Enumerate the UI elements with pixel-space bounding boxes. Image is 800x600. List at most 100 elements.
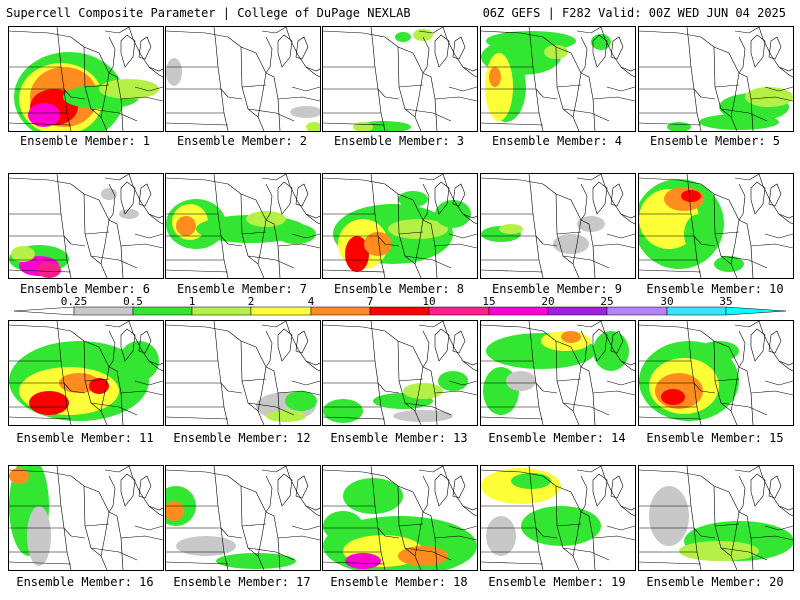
boundary-line bbox=[261, 27, 287, 34]
boundary-line bbox=[120, 537, 124, 570]
scp-contour-region bbox=[699, 114, 779, 130]
boundary-line bbox=[104, 174, 130, 181]
boundary-line bbox=[713, 46, 732, 118]
boundary-line bbox=[418, 174, 444, 181]
state-boundaries bbox=[481, 27, 635, 131]
boundary-line bbox=[778, 505, 793, 511]
boundary-line bbox=[9, 527, 72, 537]
boundary-line bbox=[108, 183, 116, 221]
boundary-line bbox=[713, 193, 732, 265]
boundary-line bbox=[295, 36, 309, 60]
boundary-line bbox=[462, 213, 477, 219]
boundary-line bbox=[422, 330, 430, 368]
boundary-line bbox=[750, 34, 766, 68]
boundary-line bbox=[323, 88, 386, 98]
scp-field-map bbox=[9, 27, 163, 131]
state-boundaries bbox=[639, 466, 793, 570]
boundary-line bbox=[448, 525, 477, 531]
boundary-line bbox=[700, 96, 716, 100]
scp-field-map bbox=[166, 174, 320, 278]
boundary-line bbox=[481, 416, 544, 420]
boundary-line bbox=[247, 402, 295, 416]
boundary-line bbox=[277, 473, 293, 507]
ensemble-member-label: Ensemble Member: 14 bbox=[488, 431, 626, 445]
ensemble-member-map-8 bbox=[322, 173, 478, 279]
boundary-line bbox=[323, 30, 386, 38]
scp-contour-region bbox=[119, 341, 159, 381]
boundary-line bbox=[323, 527, 386, 537]
boundary-line bbox=[305, 213, 320, 219]
boundary-line bbox=[120, 96, 163, 102]
legend-color-bin bbox=[488, 306, 549, 316]
boundary-line bbox=[84, 378, 110, 382]
scp-contour-region bbox=[345, 236, 369, 272]
ensemble-member-label: Ensemble Member: 8 bbox=[333, 282, 465, 296]
map-title: Supercell Composite Parameter | College … bbox=[6, 6, 411, 20]
boundary-line bbox=[227, 390, 243, 394]
ensemble-member-label: Ensemble Member: 19 bbox=[488, 575, 626, 589]
state-boundaries bbox=[323, 321, 477, 425]
legend-tick-label: 30 bbox=[660, 296, 673, 308]
boundary-line bbox=[265, 219, 279, 247]
boundary-line bbox=[764, 380, 793, 386]
legend-tick-label: 0.5 bbox=[123, 296, 143, 308]
state-boundaries bbox=[9, 321, 163, 425]
boundary-line bbox=[758, 174, 793, 225]
boundary-line bbox=[620, 505, 635, 511]
boundary-line bbox=[148, 213, 163, 219]
boundary-line bbox=[134, 233, 163, 239]
boundary-line bbox=[404, 402, 452, 416]
ensemble-member-label: Ensemble Member: 18 bbox=[330, 575, 468, 589]
scp-field-map bbox=[481, 466, 635, 570]
boundary-line bbox=[120, 181, 136, 215]
boundary-line bbox=[128, 27, 163, 78]
boundary-line bbox=[397, 340, 416, 412]
boundary-line bbox=[542, 96, 558, 100]
boundary-line bbox=[720, 547, 768, 561]
boundary-line bbox=[738, 36, 746, 74]
ensemble-member-label: Ensemble Member: 2 bbox=[176, 134, 308, 148]
scp-contour-region bbox=[266, 410, 306, 422]
boundary-line bbox=[639, 527, 702, 537]
boundary-line bbox=[265, 475, 273, 513]
boundary-line bbox=[481, 30, 544, 38]
boundary-line bbox=[418, 321, 444, 328]
legend-color-bin bbox=[310, 306, 371, 316]
legend-tick-label: 4 bbox=[308, 296, 315, 308]
boundary-line bbox=[128, 174, 163, 225]
boundary-line bbox=[452, 330, 466, 354]
boundary-line bbox=[323, 469, 386, 477]
scp-field-map bbox=[9, 321, 163, 425]
boundary-line bbox=[555, 193, 574, 265]
scp-contour-region bbox=[99, 79, 159, 99]
scp-contour-region bbox=[345, 553, 381, 569]
scp-contour-region bbox=[176, 536, 236, 556]
scp-contour-region bbox=[395, 32, 411, 42]
boundary-line bbox=[70, 535, 86, 539]
boundary-line bbox=[166, 527, 229, 537]
ensemble-member-map-13 bbox=[322, 320, 478, 426]
boundary-line bbox=[277, 390, 320, 396]
color-scale-legend: 0.25 0.5 1 2 4 7 10 15 20 25 30 35 bbox=[0, 296, 800, 320]
boundary-line bbox=[148, 360, 163, 366]
ensemble-member-map-18 bbox=[322, 465, 478, 571]
state-boundaries bbox=[166, 27, 320, 131]
boundary-line bbox=[758, 27, 793, 78]
boundary-line bbox=[738, 219, 752, 247]
boundary-line bbox=[434, 392, 438, 425]
boundary-line bbox=[241, 523, 267, 527]
scp-contour-region bbox=[28, 103, 60, 127]
boundary-line bbox=[606, 525, 635, 531]
boundary-line bbox=[404, 108, 452, 122]
boundary-line bbox=[713, 485, 732, 557]
boundary-line bbox=[639, 235, 702, 245]
boundary-line bbox=[370, 321, 386, 425]
scp-contour-region bbox=[290, 106, 320, 118]
boundary-line bbox=[277, 96, 320, 102]
legend-tick-label: 0.25 bbox=[61, 296, 88, 308]
boundary-line bbox=[528, 174, 544, 278]
state-boundaries bbox=[481, 466, 635, 570]
boundary-line bbox=[261, 321, 287, 328]
scp-contour-region bbox=[398, 546, 448, 566]
boundary-line bbox=[84, 231, 110, 235]
